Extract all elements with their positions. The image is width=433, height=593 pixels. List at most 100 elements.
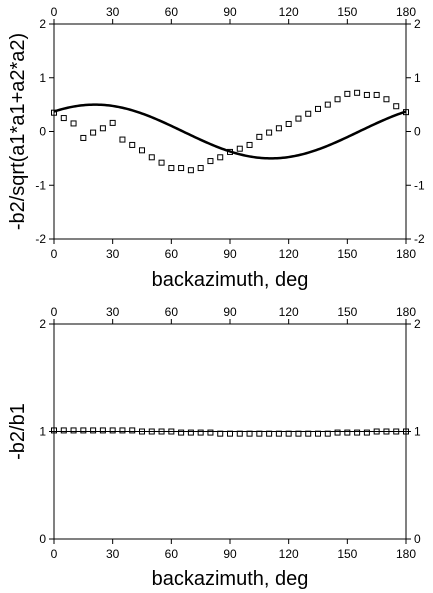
- upper-y-tick-label-right: -1: [414, 178, 425, 192]
- lower-x-tick-label-top: 120: [279, 305, 299, 319]
- upper-data-point: [139, 147, 145, 154]
- upper-data-point: [129, 141, 136, 148]
- upper-y-tick-label-left: 1: [39, 71, 46, 85]
- upper-y-tick-label-right: 1: [414, 71, 421, 85]
- lower-y-tick-label-right: 2: [414, 317, 421, 331]
- lower-y-tick-label-left: 0: [39, 532, 46, 546]
- lower-x-tick-label-bottom: 120: [279, 547, 299, 561]
- lower-y-axis-label: -b2/b1: [7, 403, 29, 460]
- lower-x-tick-label-bottom: 30: [106, 547, 120, 561]
- lower-y-tick-label-left: 2: [39, 317, 46, 331]
- lower-data-point: [207, 429, 214, 436]
- upper-data-point: [51, 109, 57, 116]
- upper-data-point: [178, 165, 185, 172]
- upper-y-tick-label-left: 0: [39, 125, 46, 139]
- upper-x-tick-label-bottom: 90: [223, 247, 237, 261]
- upper-x-tick-label-bottom: 180: [396, 247, 416, 261]
- upper-data-point: [256, 133, 263, 140]
- upper-data-point: [373, 91, 380, 98]
- upper-data-point: [99, 125, 106, 132]
- lower-data-point: [354, 429, 361, 436]
- upper-data-point: [285, 120, 292, 127]
- upper-x-tick-label-top: 30: [106, 5, 120, 19]
- upper-data-point: [383, 96, 390, 103]
- upper-data-point: [217, 154, 224, 161]
- upper-y-tick-label-right: 0: [414, 125, 421, 139]
- upper-y-tick-label-left: -2: [35, 232, 46, 246]
- upper-data-point: [80, 134, 87, 141]
- upper-x-tick-label-bottom: 120: [279, 247, 299, 261]
- upper-y-tick-label-right: 2: [414, 17, 421, 31]
- upper-data-point: [363, 91, 370, 98]
- upper-data-point: [354, 89, 361, 96]
- upper-y-tick-label-left: 2: [39, 17, 46, 31]
- lower-x-tick-label-bottom: 90: [223, 547, 237, 561]
- upper-x-tick-label-top: 180: [396, 5, 416, 19]
- upper-data-point: [119, 136, 126, 143]
- lower-data-point: [187, 429, 194, 436]
- lower-data-point: [129, 427, 136, 434]
- upper-data-point: [295, 115, 302, 122]
- lower-x-axis-label: backazimuth, deg: [152, 568, 309, 590]
- lower-y-tick-label-left: 1: [39, 425, 46, 439]
- upper-x-tick-label-bottom: 30: [106, 247, 120, 261]
- lower-data-point: [363, 429, 370, 436]
- lower-data-point: [119, 427, 126, 434]
- upper-data-point: [109, 119, 116, 126]
- upper-data-point: [168, 165, 175, 172]
- upper-y-tick-label-right: -2: [414, 232, 425, 246]
- upper-x-axis-label: backazimuth, deg: [152, 269, 309, 291]
- lower-data-point: [70, 427, 77, 434]
- upper-data-point: [393, 103, 400, 110]
- lower-data-point: [197, 429, 204, 436]
- upper-data-point: [236, 145, 243, 152]
- lower-data-point: [109, 427, 116, 434]
- lower-x-tick-label-top: 60: [165, 305, 179, 319]
- lower-data-point: [90, 427, 97, 434]
- upper-y-axis-label: -b2/sqrt(a1*a1+a2*a2): [7, 33, 29, 230]
- upper-x-tick-label-bottom: 60: [165, 247, 179, 261]
- upper-fit-line: [53, 103, 407, 160]
- upper-data-point: [197, 165, 204, 172]
- lower-x-tick-label-bottom: 150: [337, 547, 357, 561]
- upper-data-point: [70, 120, 77, 127]
- lower-x-tick-label-top: 90: [223, 305, 237, 319]
- upper-data-point: [324, 101, 331, 108]
- upper-x-tick-label-bottom: 150: [337, 247, 357, 261]
- upper-data-point: [148, 154, 155, 161]
- lower-x-tick-label-bottom: 60: [165, 547, 179, 561]
- lower-y-tick-label-right: 1: [414, 425, 421, 439]
- upper-x-tick-label-top: 0: [51, 5, 58, 19]
- lower-data-point: [80, 427, 87, 434]
- lower-y-tick-label-right: 0: [414, 532, 421, 546]
- upper-data-point: [90, 129, 97, 136]
- upper-data-point: [60, 115, 67, 122]
- lower-data-point: [60, 427, 67, 434]
- lower-x-tick-label-bottom: 0: [51, 547, 58, 561]
- lower-x-tick-label-bottom: 180: [396, 547, 416, 561]
- upper-data-point: [275, 125, 282, 132]
- upper-data-point: [315, 105, 321, 112]
- upper-plot-frame: [53, 23, 407, 240]
- upper-y-tick-label-left: -1: [35, 178, 46, 192]
- lower-data-point: [99, 427, 106, 434]
- upper-data-point: [207, 158, 214, 165]
- upper-x-tick-label-top: 150: [337, 5, 357, 19]
- upper-data-point: [158, 159, 165, 166]
- upper-data-point: [344, 90, 351, 97]
- upper-data-point: [266, 129, 273, 136]
- lower-x-tick-label-top: 180: [396, 305, 416, 319]
- lower-x-tick-label-top: 0: [51, 305, 58, 319]
- upper-x-tick-label-top: 60: [165, 5, 179, 19]
- upper-data-point: [246, 141, 253, 148]
- lower-data-point: [51, 427, 57, 434]
- lower-data-point: [178, 429, 185, 436]
- upper-data-point: [187, 167, 194, 174]
- upper-data-marks: [51, 89, 409, 174]
- upper-data-point: [305, 110, 312, 117]
- lower-x-tick-label-top: 30: [106, 305, 120, 319]
